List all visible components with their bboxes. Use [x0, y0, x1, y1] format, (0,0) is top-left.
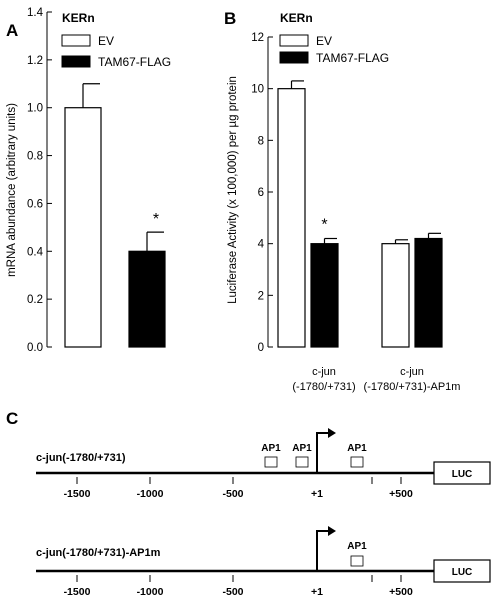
ap1-label: AP1	[347, 541, 367, 552]
panel-a-y-tick-label: 1.4	[27, 7, 44, 19]
legend-swatch-tam67	[279, 51, 309, 64]
ap1-site: AP1	[261, 443, 281, 468]
luc-reporter-label: LUC	[452, 567, 473, 578]
panel-b-y-tick-label: 0	[258, 342, 264, 354]
panel-b-category-1-line1: c-jun	[312, 366, 336, 378]
legend-label-ev: EV	[98, 34, 114, 48]
legend-swatch-tam67	[61, 55, 91, 68]
panel-a-bars: *	[64, 83, 166, 348]
bar-ev	[64, 107, 102, 348]
ap1-box	[350, 555, 364, 567]
ap1-box	[295, 456, 309, 468]
ap1-label: AP1	[261, 443, 281, 454]
panel-b-y-tick-label: 4	[258, 239, 265, 251]
scale-label: +1	[311, 586, 323, 598]
scale-label: +1	[311, 488, 323, 500]
scale-label: -1500	[64, 488, 91, 500]
panel-b-y-tick-label: 8	[258, 135, 264, 147]
panel-b-category-2-line1: c-jun	[400, 366, 424, 378]
panel-a-legend: EV TAM67-FLAG	[61, 34, 171, 69]
panel-c-label: C	[6, 409, 18, 428]
panel-b-legend: EV TAM67-FLAG	[279, 34, 389, 65]
bar-tam67	[310, 243, 339, 348]
scale-label: +500	[389, 586, 413, 598]
panel-b-y-tick-label: 6	[258, 187, 264, 199]
legend-label-tam67: TAM67-FLAG	[316, 51, 389, 65]
legend-swatch-ev	[61, 34, 91, 47]
scale-label: -500	[222, 488, 243, 500]
panel-b: B 0 2 4 6 8 10 12 Luciferase Activity (x 100,0…	[224, 9, 460, 393]
tss-arrow	[316, 428, 336, 473]
legend-swatch-ev	[279, 34, 309, 47]
ap1-site: AP1	[347, 541, 367, 567]
bar-ev	[277, 88, 306, 348]
panel-a-label: A	[6, 21, 18, 40]
significance-star: *	[153, 211, 159, 228]
panel-a-y-tick-label: 0.8	[27, 151, 43, 163]
bar-tam67	[128, 250, 166, 348]
panel-b-bars: *	[277, 80, 443, 348]
ap1-site: AP1	[292, 443, 312, 468]
significance-star: *	[321, 217, 327, 234]
panel-a-y-tick-label: 0.6	[27, 198, 43, 210]
ap1-label: AP1	[347, 443, 367, 454]
panel-a-ylabel: mRNA abundance (arbitrary units)	[6, 103, 18, 277]
ap1-box	[350, 456, 364, 468]
scale-label: -1500	[64, 586, 91, 598]
panel-b-ylabel: Luciferase Activity (x 100,000) per µg p…	[227, 76, 239, 304]
panel-b-legend-title: KERn	[280, 11, 313, 25]
ap1-label: AP1	[292, 443, 312, 454]
panel-a-legend-title: KERn	[62, 11, 95, 25]
panel-b-y-tick-label: 12	[251, 32, 264, 44]
luc-reporter-box	[433, 461, 491, 485]
construct-label: c-jun(-1780/+731)	[36, 452, 126, 464]
bar-tam67	[414, 237, 443, 348]
panel-a-y-tick-label: 0.0	[27, 342, 43, 354]
panel-b-category-2-line2: (-1780/+731)-AP1m	[364, 381, 461, 393]
panel-b-category-1-line2: (-1780/+731)	[292, 381, 355, 393]
panel-b-label: B	[224, 9, 236, 28]
scale-label: -1000	[137, 586, 164, 598]
legend-label-tam67: TAM67-FLAG	[98, 55, 171, 69]
scale-label: -1000	[137, 488, 164, 500]
tss-arrow	[316, 526, 336, 571]
panel-a: A 0.0 0.2 0.4 0.6 0.8 1.0 1.2 1.4 mRNA abundanc…	[6, 7, 171, 354]
luc-reporter-label: LUC	[452, 469, 473, 480]
legend-label-ev: EV	[316, 34, 332, 48]
panel-c: C c-jun(-1780/+731) LUC AP1 AP1 AP1	[6, 409, 491, 598]
ap1-box	[264, 456, 278, 468]
construct-label: c-jun(-1780/+731)-AP1m	[36, 547, 161, 559]
construct-wildtype: c-jun(-1780/+731) LUC AP1 AP1 AP1	[36, 428, 491, 500]
panel-b-y-tick-label: 10	[251, 84, 264, 96]
panel-a-y-tick-label: 1.0	[27, 103, 43, 115]
panel-a-y-tick-label: 1.2	[27, 55, 43, 67]
panel-a-y-tick-label: 0.4	[27, 246, 44, 258]
ap1-site: AP1	[347, 443, 367, 468]
panel-a-y-tick-label: 0.2	[27, 294, 43, 306]
panel-a-y-axis: 0.0 0.2 0.4 0.6 0.8 1.0 1.2 1.4	[27, 7, 52, 354]
bar-ev	[381, 243, 410, 348]
panel-b-y-tick-label: 2	[258, 290, 264, 302]
scale-label: -500	[222, 586, 243, 598]
luc-reporter-box	[433, 559, 491, 583]
panel-b-y-axis: 0 2 4 6 8 10 12	[251, 32, 273, 354]
construct-ap1-mutant: c-jun(-1780/+731)-AP1m LUC AP1 -1500 -10…	[36, 526, 491, 598]
scale-label: +500	[389, 488, 413, 500]
